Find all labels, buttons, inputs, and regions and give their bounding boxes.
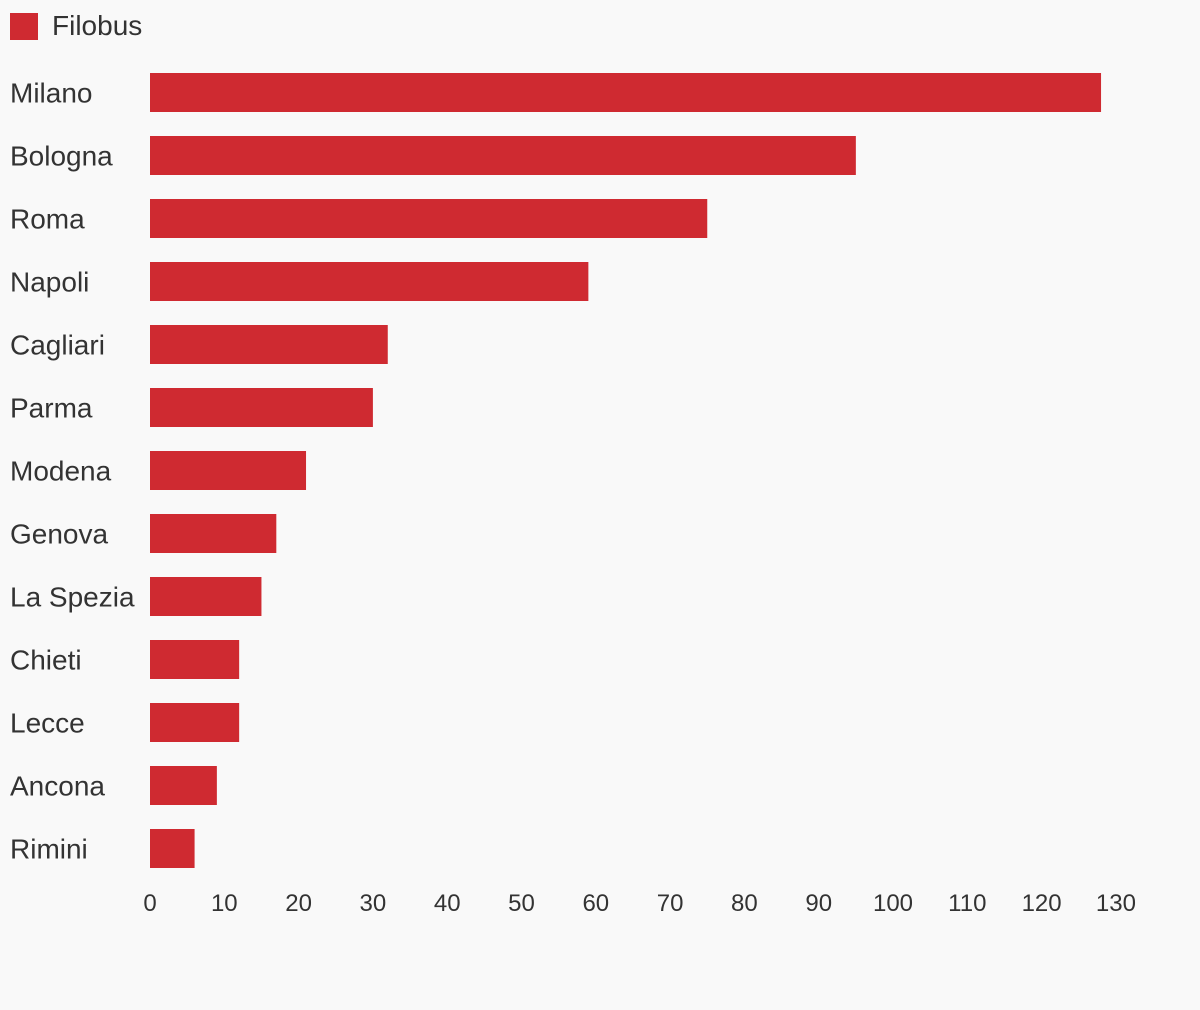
category-label: Roma	[10, 204, 85, 235]
bar-parma	[150, 388, 373, 427]
x-tick-label: 90	[805, 890, 832, 917]
bar-chieti	[150, 640, 240, 679]
x-tick-label: 100	[873, 890, 913, 917]
bar-modena	[150, 451, 307, 490]
x-tick-label: 130	[1096, 890, 1136, 917]
x-tick-label: 20	[285, 890, 312, 917]
category-label: Chieti	[10, 645, 82, 676]
bar-napoli	[150, 262, 589, 301]
bar-lecce	[150, 703, 240, 742]
x-tick-label: 0	[143, 890, 156, 917]
category-label: Ancona	[10, 771, 105, 802]
x-tick-label: 70	[657, 890, 684, 917]
bar-roma	[150, 199, 708, 238]
category-label: Lecce	[10, 708, 85, 739]
bar-genova	[150, 514, 277, 553]
category-label: Rimini	[10, 834, 88, 865]
x-tick-label: 10	[211, 890, 238, 917]
x-tick-label: 60	[582, 890, 609, 917]
category-label: Cagliari	[10, 330, 105, 361]
x-tick-label: 40	[434, 890, 461, 917]
category-label: Milano	[10, 78, 92, 109]
category-label: Napoli	[10, 267, 89, 298]
bar-la-spezia	[150, 577, 262, 616]
x-tick-label: 50	[508, 890, 535, 917]
x-tick-label: 80	[731, 890, 758, 917]
x-tick-label: 120	[1022, 890, 1062, 917]
legend-label: Filobus	[52, 10, 143, 41]
legend: Filobus	[10, 10, 142, 42]
category-label: Modena	[10, 456, 112, 487]
category-label: Bologna	[10, 141, 113, 172]
bar-cagliari	[150, 325, 388, 364]
bar-ancona	[150, 766, 217, 805]
bar-rimini	[150, 829, 195, 868]
category-label: Parma	[10, 393, 93, 424]
x-tick-label: 110	[948, 890, 986, 917]
bar-bologna	[150, 136, 856, 175]
x-tick-label: 30	[360, 890, 387, 917]
bar-milano	[150, 73, 1102, 112]
category-label: La Spezia	[10, 582, 135, 613]
legend-swatch	[10, 12, 38, 40]
category-label: Genova	[10, 519, 108, 550]
